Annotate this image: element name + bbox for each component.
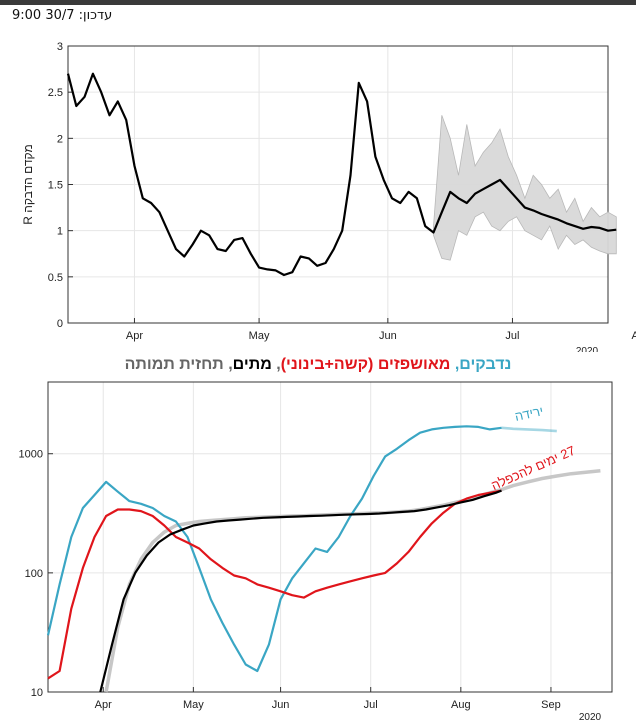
hospitalized-line	[47, 489, 502, 680]
x-tick-label: May	[249, 330, 270, 342]
y-tick-label: 1000	[19, 449, 43, 461]
cases-line	[46, 425, 502, 673]
title-part: ,	[271, 356, 281, 373]
annotation-decline: ירידה	[513, 403, 544, 424]
y-tick-label: 0.5	[48, 272, 63, 284]
title-part: ,	[450, 356, 460, 373]
cases-forecast-line	[501, 426, 557, 433]
x-axis-year-label: 2020	[579, 712, 602, 720]
x-tick-label: Apr	[95, 699, 112, 711]
y-tick-label: 1.5	[48, 180, 63, 192]
x-tick-label: Jun	[272, 699, 290, 711]
update-timestamp: עדכון: 30/7 9:00	[12, 8, 113, 23]
r-series-line	[66, 72, 617, 277]
title-part: נדבקים	[459, 356, 512, 373]
deaths-line	[99, 489, 502, 693]
y-tick-label: 10	[31, 687, 43, 699]
x-tick-label: Apr	[126, 330, 143, 342]
x-tick-label: Jul	[505, 330, 519, 342]
y-tick-label: 2.5	[48, 87, 63, 99]
top-bar	[0, 0, 636, 5]
title-part: מאושפזים	[377, 356, 451, 373]
title-part: ,	[223, 356, 233, 373]
confidence-band	[433, 115, 617, 261]
chart2-title: נדבקים, מאושפזים (קשה+בינוני), מתים, תחז…	[0, 356, 636, 374]
y-tick-label: 0	[57, 318, 63, 330]
x-tick-label: May	[183, 699, 204, 711]
x-tick-label: Aug	[451, 699, 471, 711]
x-tick-label: Sep	[541, 699, 561, 711]
y-tick-label: 1	[57, 226, 63, 238]
y-tick-label: 2	[57, 133, 63, 145]
title-part: תחזית תמותה	[124, 356, 224, 373]
plot-frame	[47, 381, 613, 693]
x-tick-label: Jun	[379, 330, 397, 342]
title-part: (קשה+בינוני)	[280, 356, 378, 373]
x-axis-year-label: 2020	[576, 346, 599, 352]
x-tick-label: Aug	[631, 330, 636, 342]
y-tick-label: 100	[25, 568, 43, 580]
annotation-doubling: 27 ימים להכפלה	[489, 443, 577, 493]
trends-chart: Apr May Jun Jul Aug Sep 10 100 1000 ירידה 27 ימים …	[19, 381, 613, 720]
y-axis-label: מקדם הדבקה R	[21, 144, 35, 225]
r-chart: Apr May Jun Jul Aug 0 0.5 1 1.5 2 2.5 3 מקדם הדבקה R…	[21, 41, 636, 352]
x-tick-label: Jul	[364, 699, 378, 711]
plot-frame	[67, 45, 609, 324]
title-part: מתים	[232, 356, 272, 373]
y-tick-label: 3	[57, 41, 63, 53]
